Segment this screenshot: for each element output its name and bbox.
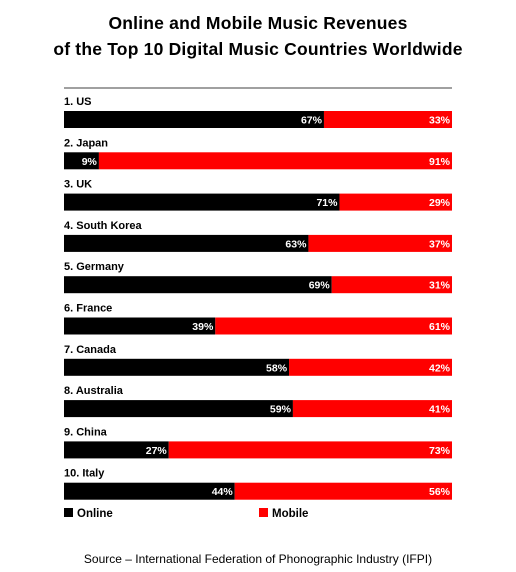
bar-segment-mobile [292, 400, 452, 418]
data-label-mobile: 91% [429, 156, 451, 168]
data-label-online: 67% [301, 115, 323, 127]
legend-swatch-online [64, 508, 73, 517]
category-label: 2. Japan [64, 137, 108, 149]
legend-label-mobile: Mobile [272, 508, 308, 520]
category-label: 9. China [64, 426, 108, 438]
chart-title-line-2: of the Top 10 Digital Music Countries Wo… [53, 39, 463, 59]
category-label: 3. UK [64, 179, 92, 191]
data-label-mobile: 29% [429, 197, 451, 209]
data-label-online: 63% [285, 238, 307, 250]
legend-label-online: Online [77, 508, 113, 520]
data-label-online: 58% [266, 362, 288, 374]
data-label-mobile: 73% [429, 445, 451, 457]
data-label-online: 71% [316, 197, 338, 209]
category-label: 4. South Korea [64, 220, 143, 232]
plot-area: 1. US 67% 33% 2. Japan 9% 91% 3. UK 71% 29% 4. So… [64, 87, 453, 500]
bar-segment-mobile [215, 317, 452, 335]
bar-segment-mobile [289, 358, 452, 376]
legend-swatch-mobile [259, 508, 268, 517]
data-label-online: 44% [212, 486, 234, 498]
bar-segment-online [64, 482, 235, 500]
data-label-mobile: 37% [429, 238, 451, 250]
bar-segment-mobile [331, 276, 452, 294]
bar-segment-online [64, 276, 332, 294]
bar-segment-online [64, 234, 309, 252]
data-label-online: 69% [309, 280, 331, 292]
category-label: 10. Italy [64, 468, 105, 480]
bar-segment-online [64, 441, 169, 459]
data-label-mobile: 61% [429, 321, 451, 333]
bar-segment-online [64, 400, 293, 418]
data-label-online: 27% [146, 445, 168, 457]
data-label-mobile: 33% [429, 115, 451, 127]
category-label: 8. Australia [64, 385, 124, 397]
bar-segment-mobile [234, 482, 452, 500]
category-label: 6. France [64, 303, 112, 315]
category-label: 1. US [64, 96, 92, 108]
category-label: 5. Germany [64, 261, 125, 273]
bar-segment-online [64, 152, 99, 170]
bar-segment-online [64, 358, 290, 376]
data-label-online: 59% [270, 404, 292, 416]
bar-segment-online [64, 111, 324, 128]
data-label-mobile: 56% [429, 486, 451, 498]
bar-segment-online [64, 317, 216, 335]
bar-segment-mobile [323, 111, 452, 128]
data-label-mobile: 41% [429, 404, 451, 416]
data-label-online: 9% [82, 156, 98, 168]
bar-segment-mobile [308, 234, 452, 252]
source-note: Source – International Federation of Pho… [83, 552, 433, 566]
data-label-online: 39% [192, 321, 214, 333]
bar-segment-mobile [168, 441, 452, 459]
bar-segment-mobile [339, 193, 452, 211]
chart-title: Online and Mobile Music Revenues of the … [0, 10, 516, 62]
legend: Online Mobile [64, 508, 308, 520]
data-label-mobile: 42% [429, 362, 451, 374]
category-label: 7. Canada [64, 344, 117, 356]
bar-segment-online [64, 193, 340, 211]
bar-segment-mobile [98, 152, 453, 170]
chart-title-line-1: Online and Mobile Music Revenues [108, 13, 408, 33]
data-label-mobile: 31% [429, 280, 451, 292]
